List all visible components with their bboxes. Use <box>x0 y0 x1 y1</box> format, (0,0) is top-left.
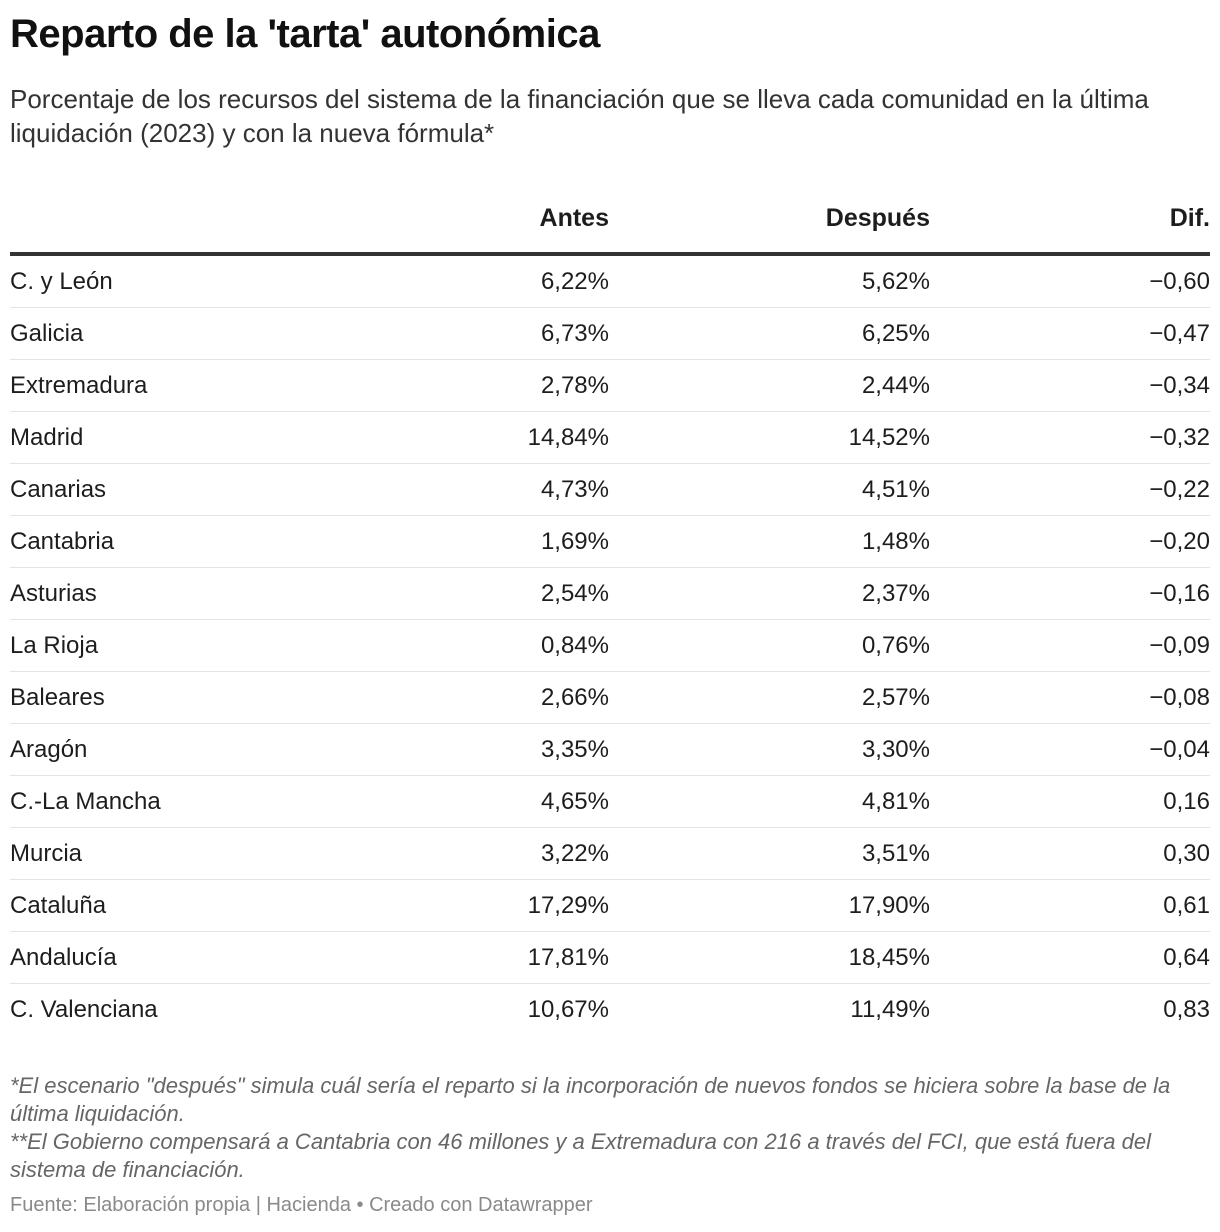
cell-dif: −0,60 <box>1149 268 1210 295</box>
table-row: La Rioja 0,84% 0,76% −0,09 <box>10 620 1210 672</box>
column-header-dif[interactable]: Dif. <box>1169 204 1210 232</box>
cell-antes: 4,65% <box>540 788 609 815</box>
cell-despues: 6,25% <box>861 320 930 347</box>
cell-region-name: Andalucía <box>10 944 117 971</box>
cell-region-name: Baleares <box>10 684 105 711</box>
cell-dif: −0,08 <box>1149 684 1210 711</box>
cell-region-name: C. Valenciana <box>10 996 158 1023</box>
cell-dif: −0,16 <box>1149 580 1210 607</box>
cell-region-name: Asturias <box>10 580 97 607</box>
cell-region-name: C.-La Mancha <box>10 788 161 815</box>
table-body: C. y León 6,22% 5,62% −0,60 Galicia 6,73% 6,25… <box>10 256 1210 1035</box>
table-row: Cataluña 17,29% 17,90% 0,61 <box>10 880 1210 932</box>
footnotes: *El escenario "después" simula cuál serí… <box>10 1072 1210 1184</box>
table-row: Aragón 3,35% 3,30% −0,04 <box>10 724 1210 776</box>
table-row: C.-La Mancha 4,65% 4,81% 0,16 <box>10 776 1210 828</box>
cell-antes: 17,81% <box>527 944 609 971</box>
cell-antes: 4,73% <box>540 476 609 503</box>
cell-despues: 17,90% <box>848 892 930 919</box>
cell-region-name: Galicia <box>10 320 84 347</box>
cell-antes: 3,22% <box>540 840 609 867</box>
cell-despues: 5,62% <box>861 268 930 295</box>
cell-dif: 0,64 <box>1163 944 1210 971</box>
cell-antes: 2,78% <box>540 372 609 399</box>
table-row: Baleares 2,66% 2,57% −0,08 <box>10 672 1210 724</box>
cell-despues: 14,52% <box>848 424 930 451</box>
cell-despues: 2,37% <box>861 580 930 607</box>
table-row: Canarias 4,73% 4,51% −0,22 <box>10 464 1210 516</box>
cell-despues: 3,51% <box>861 840 930 867</box>
cell-despues: 2,57% <box>861 684 930 711</box>
cell-despues: 18,45% <box>848 944 930 971</box>
table-row: Extremadura 2,78% 2,44% −0,34 <box>10 360 1210 412</box>
cell-antes: 2,54% <box>540 580 609 607</box>
cell-dif: −0,20 <box>1149 528 1210 555</box>
cell-dif: −0,09 <box>1149 632 1210 659</box>
cell-dif: 0,30 <box>1163 840 1210 867</box>
chart-subtitle: Porcentaje de los recursos del sistema d… <box>10 84 1149 148</box>
table-row: Asturias 2,54% 2,37% −0,16 <box>10 568 1210 620</box>
cell-region-name: Murcia <box>10 840 83 867</box>
table-row: Murcia 3,22% 3,51% 0,30 <box>10 828 1210 880</box>
table-header: Antes Después Dif. <box>10 196 1210 256</box>
footnote-1: *El escenario "después" simula cuál serí… <box>10 1073 1171 1126</box>
cell-despues: 11,49% <box>850 996 930 1023</box>
cell-antes: 6,22% <box>540 268 609 295</box>
cell-despues: 1,48% <box>861 528 930 555</box>
cell-despues: 4,81% <box>861 788 930 815</box>
cell-antes: 1,69% <box>540 528 609 555</box>
cell-dif: −0,32 <box>1149 424 1210 451</box>
cell-antes: 2,66% <box>540 684 609 711</box>
cell-region-name: Madrid <box>10 424 84 451</box>
source-footer: Fuente: Elaboración propia | Hacienda • … <box>10 1194 593 1216</box>
table-row: C. y León 6,22% 5,62% −0,60 <box>10 256 1210 308</box>
cell-dif: 0,16 <box>1163 788 1210 815</box>
cell-dif: 0,83 <box>1163 996 1210 1023</box>
cell-antes: 14,84% <box>527 424 609 451</box>
cell-antes: 17,29% <box>527 892 609 919</box>
cell-region-name: Canarias <box>10 476 107 503</box>
cell-despues: 4,51% <box>861 476 930 503</box>
column-header-despues[interactable]: Después <box>825 204 930 232</box>
data-table: Antes Después Dif. C. y León 6,22% 5,62% −0… <box>10 196 1210 1035</box>
cell-despues: 0,76% <box>861 632 930 659</box>
cell-antes: 6,73% <box>540 320 609 347</box>
cell-antes: 10,67% <box>527 996 609 1023</box>
cell-dif: −0,04 <box>1149 736 1210 763</box>
cell-region-name: Cantabria <box>10 528 115 555</box>
cell-antes: 3,35% <box>540 736 609 763</box>
table-row: C. Valenciana 10,67% 11,49% 0,83 <box>10 984 1210 1035</box>
cell-region-name: La Rioja <box>10 632 99 659</box>
cell-despues: 2,44% <box>861 372 930 399</box>
footnote-2: **El Gobierno compensará a Cantabria con… <box>10 1129 1151 1182</box>
chart-title: Reparto de la 'tarta' autonómica <box>10 12 600 56</box>
cell-dif: 0,61 <box>1163 892 1210 919</box>
table-row: Madrid 14,84% 14,52% −0,32 <box>10 412 1210 464</box>
table-row: Andalucía 17,81% 18,45% 0,64 <box>10 932 1210 984</box>
cell-region-name: Extremadura <box>10 372 148 399</box>
cell-dif: −0,34 <box>1149 372 1210 399</box>
cell-dif: −0,22 <box>1149 476 1210 503</box>
cell-dif: −0,47 <box>1149 320 1210 347</box>
cell-region-name: Aragón <box>10 736 88 763</box>
cell-region-name: C. y León <box>10 268 113 295</box>
column-header-antes[interactable]: Antes <box>539 204 609 232</box>
table-row: Cantabria 1,69% 1,48% −0,20 <box>10 516 1210 568</box>
cell-despues: 3,30% <box>861 736 930 763</box>
cell-region-name: Cataluña <box>10 892 107 919</box>
table-row: Galicia 6,73% 6,25% −0,47 <box>10 308 1210 360</box>
cell-antes: 0,84% <box>540 632 609 659</box>
